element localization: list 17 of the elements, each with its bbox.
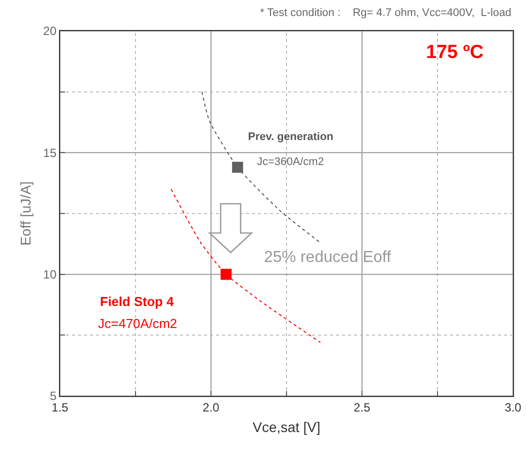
y-axis-title: Eoff [uJ/A] [18, 181, 34, 246]
x-tick-label: 2.0 [202, 400, 220, 414]
annotation: Field Stop 4 [100, 294, 174, 309]
x-tick-label: 3.0 [504, 400, 522, 414]
annotation: 25% reduced Eoff [264, 249, 392, 266]
text: * Test condition : Rg= 4.7 ohm, Vcc=400V, L-load [260, 7, 512, 19]
x-axis-title: Vce,sat [V] [252, 418, 320, 435]
y-tick-label: 20 [43, 24, 57, 38]
y-tick-label: 15 [43, 146, 57, 160]
x-tick-label: 2.5 [354, 400, 371, 414]
y-tick-label: 5 [50, 389, 57, 404]
y-tick-label: 10 [43, 268, 57, 282]
x-tick-label: 1.5 [52, 400, 69, 414]
annotation: 175 ºC [426, 42, 484, 63]
annotation: Jc=470A/cm2 [98, 316, 178, 331]
annotation: Prev. generation [248, 131, 334, 143]
annotation: Jc=360A/cm2 [257, 156, 324, 168]
